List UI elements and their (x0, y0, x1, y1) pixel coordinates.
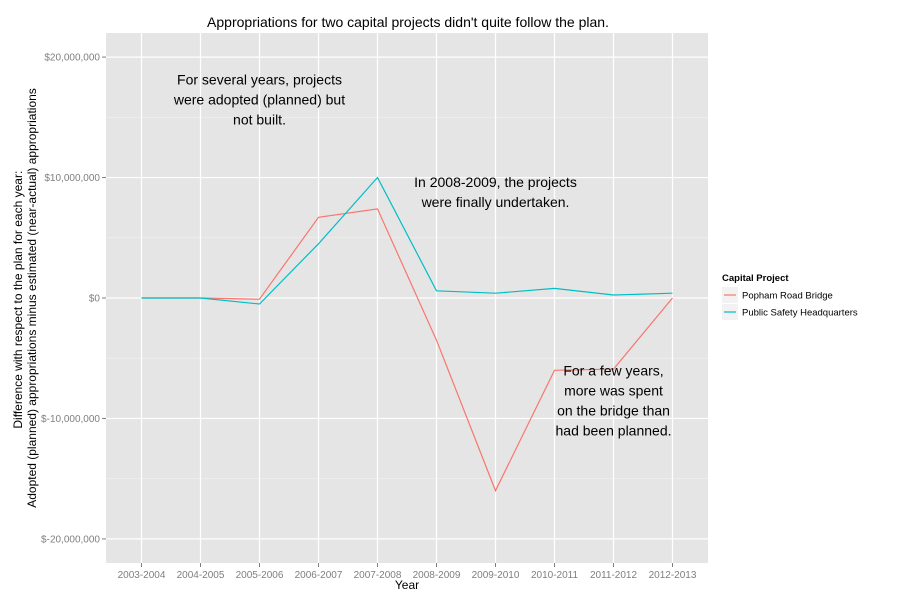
annotation-line: not built. (233, 111, 286, 127)
annotation-3: For a few years, more was spent on the bri… (556, 362, 672, 438)
annotation-line: had been planned. (556, 422, 672, 438)
x-axis-ticks: 2003-2004 2004-2005 2005-2006 2006-2007 2007… (118, 563, 697, 581)
x-tick-label: 2005-2006 (236, 570, 284, 581)
annotation-line: In 2008-2009, the projects (414, 174, 577, 190)
y-tick-label: $-10,000,000 (41, 414, 100, 425)
series-line-1 (141, 208, 673, 493)
legend: Capital Project Popham Road Bridge Public… (722, 273, 858, 320)
y-tick-label: $10,000,000 (44, 173, 100, 184)
legend-label: Popham Road Bridge (742, 291, 833, 302)
annotation-line: For several years, projects (177, 71, 342, 87)
annotation-line: were finally undertaken. (421, 194, 570, 210)
x-tick-label: 2006-2007 (295, 570, 343, 581)
annotation-line: on the bridge than (557, 402, 670, 418)
x-tick-label: 2009-2010 (472, 570, 520, 581)
annotations: For several years, projects were adopted … (173, 71, 672, 438)
y-tick-label: $20,000,000 (44, 53, 100, 64)
x-tick-label: 2012-2013 (649, 570, 697, 581)
y-axis-title-line-1: Difference with respect to the plan for … (11, 171, 25, 429)
annotation-line: were adopted (planned) but (173, 91, 345, 107)
x-tick-label: 2007-2008 (354, 570, 402, 581)
annotation-1: For several years, projects were adopted … (173, 71, 345, 127)
legend-title: Capital Project (722, 273, 789, 284)
y-axis-title: Difference with respect to the plan for … (11, 88, 39, 508)
legend-label: Public Safety Headquarters (742, 308, 858, 319)
series-line-2 (141, 176, 673, 305)
y-tick-label: $0 (89, 294, 101, 305)
chart-title: Appropriations for two capital projects … (207, 14, 609, 30)
annotation-line: For a few years, (563, 362, 663, 378)
x-tick-label: 2004-2005 (177, 570, 225, 581)
annotation-2: In 2008-2009, the projects were finally u… (414, 174, 577, 210)
y-tick-label: $-20,000,000 (41, 534, 100, 545)
x-axis-title: Year (395, 578, 419, 592)
annotation-line: more was spent (564, 382, 663, 398)
x-tick-label: 2011-2012 (590, 570, 638, 581)
x-tick-label: 2008-2009 (413, 570, 461, 581)
y-axis-title-line-2: Adopted (planned) appropriations minus e… (25, 88, 39, 508)
series-lines (141, 176, 673, 493)
minor-gridlines (106, 117, 708, 479)
x-tick-label: 2010-2011 (531, 570, 579, 581)
y-axis-ticks: $-20,000,000 $-10,000,000 $0 $10,000,000 $20… (41, 53, 106, 545)
x-tick-label: 2003-2004 (118, 570, 166, 581)
